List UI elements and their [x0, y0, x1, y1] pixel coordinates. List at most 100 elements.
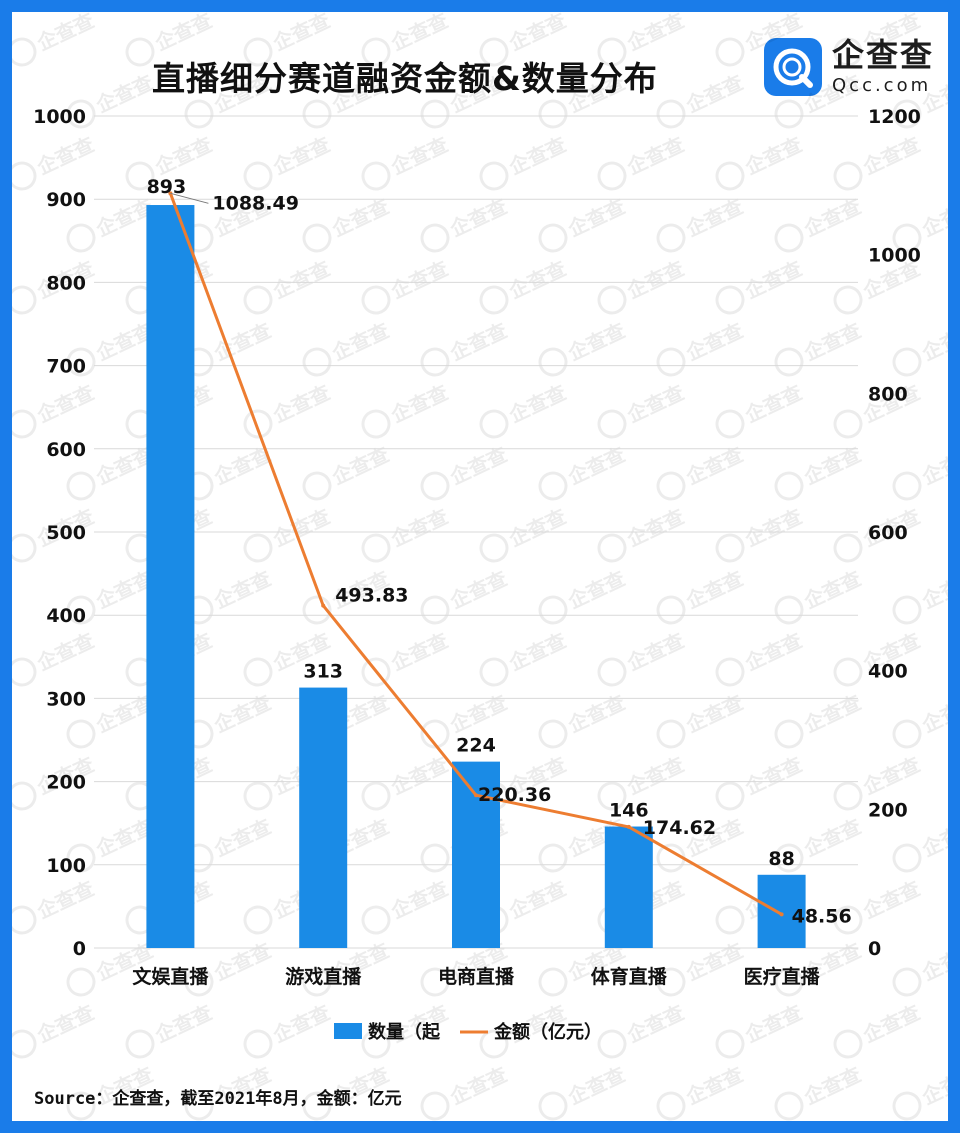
watermark-ring: [833, 533, 863, 563]
watermark-icon: 企查查: [420, 442, 511, 501]
watermark-ring: [243, 161, 273, 191]
category-axis-labels: 文娱直播 游戏直播 电商直播 体育直播 医疗直播: [132, 965, 820, 988]
watermark-icon: 企查查: [715, 132, 806, 191]
left-tick-label: 1000: [33, 106, 86, 128]
watermark-icon: 企查查: [12, 132, 98, 191]
watermark-ring: [66, 223, 96, 253]
left-tick-label: 0: [73, 938, 86, 960]
watermark-text: 企查查: [32, 628, 97, 676]
watermark-text: 企查查: [622, 12, 687, 56]
watermark-text: 企查查: [268, 380, 333, 428]
category-label: 体育直播: [591, 965, 668, 988]
watermark-text: 企查查: [799, 1062, 864, 1110]
watermark-ring: [538, 719, 568, 749]
watermark-ring: [715, 409, 745, 439]
watermark-ring: [125, 1029, 155, 1059]
watermark-text: 企查查: [268, 1000, 333, 1048]
watermark-text: 企查查: [799, 566, 864, 614]
watermark-ring: [12, 285, 37, 315]
left-tick-label: 100: [46, 855, 86, 877]
watermark-ring: [302, 1091, 332, 1121]
watermark-icon: 企查查: [12, 876, 98, 935]
watermark-icon: 企查查: [656, 318, 747, 377]
watermark-ring: [892, 99, 922, 129]
watermark-ring: [715, 657, 745, 687]
watermark-ring: [833, 905, 863, 935]
watermark-icon: 企查查: [184, 814, 275, 873]
watermark-icon: 企查查: [479, 504, 570, 563]
watermark-ring: [12, 657, 37, 687]
watermark-icon: 企查查: [892, 938, 948, 997]
watermark-ring: [715, 781, 745, 811]
watermark-text: 企查查: [32, 12, 97, 56]
watermark-icon: 企查查: [479, 380, 570, 439]
watermark-text: 企查查: [740, 504, 805, 552]
watermark-icon: 企查查: [243, 12, 334, 67]
data-labels: 893 313 224 146 88 1088.49 493.83 220.36 174.62 4…: [147, 176, 852, 927]
watermark-icon: 企查查: [538, 194, 629, 253]
bar-value-label: 146: [609, 800, 649, 822]
watermark-ring: [715, 285, 745, 315]
watermark-ring: [420, 471, 450, 501]
watermark-icon: 企查查: [656, 194, 747, 253]
watermark-icon: 企查查: [656, 566, 747, 625]
watermark-ring: [774, 719, 804, 749]
watermark-icon: 企查查: [361, 12, 452, 67]
watermark-icon: 企查查: [420, 566, 511, 625]
watermark-icon: 企查查: [597, 1000, 688, 1059]
watermark-ring: [66, 1091, 96, 1121]
watermark-icon: 企查查: [892, 566, 948, 625]
watermark-icon: 企查查: [420, 194, 511, 253]
bar: [604, 826, 653, 948]
watermark-text: 企查查: [445, 194, 510, 242]
watermark-ring: [243, 781, 273, 811]
watermark-ring: [243, 533, 273, 563]
watermark-icon: 企查查: [420, 1062, 511, 1121]
watermark-icon: 企查查: [243, 132, 334, 191]
watermark-ring: [774, 843, 804, 873]
watermark-ring: [833, 37, 863, 67]
watermark-ring: [479, 533, 509, 563]
watermark-ring: [597, 1029, 627, 1059]
watermark-text: 企查查: [622, 380, 687, 428]
watermark-text: 企查查: [681, 938, 746, 986]
watermark-text: 企查查: [386, 752, 451, 800]
watermark-ring: [420, 719, 450, 749]
watermark-text: 企查查: [386, 380, 451, 428]
watermark-ring: [774, 967, 804, 997]
watermark-text: 企查查: [681, 566, 746, 614]
watermark-ring: [892, 595, 922, 625]
watermark-text: 企查查: [740, 752, 805, 800]
bar-value-label: 88: [768, 848, 794, 870]
watermark-ring: [538, 1091, 568, 1121]
watermark-ring: [243, 285, 273, 315]
watermark-text: 企查查: [504, 628, 569, 676]
watermark-text: 企查查: [386, 132, 451, 180]
watermark-icon: 企查查: [715, 380, 806, 439]
watermark-ring: [361, 533, 391, 563]
watermark-ring: [420, 843, 450, 873]
left-tick-label: 200: [46, 772, 86, 794]
watermark-icon: 企查查: [774, 442, 865, 501]
watermark-ring: [833, 1029, 863, 1059]
watermark-text: 企查查: [268, 256, 333, 304]
watermark-icon: 企查查: [361, 132, 452, 191]
category-label: 文娱直播: [132, 965, 209, 988]
watermark-icon: 企查查: [243, 1000, 334, 1059]
watermark-ring: [361, 409, 391, 439]
watermark-text: 企查查: [504, 12, 569, 56]
watermark-ring: [892, 843, 922, 873]
watermark-ring: [420, 967, 450, 997]
watermark-text: 企查查: [622, 628, 687, 676]
watermark-ring: [420, 347, 450, 377]
watermark-ring: [597, 409, 627, 439]
watermark-ring: [184, 1091, 214, 1121]
watermark-icon: 企查查: [361, 752, 452, 811]
watermark-icon: 企查查: [892, 690, 948, 749]
watermark-text: 企查查: [858, 1000, 923, 1048]
watermark-icon: 企查查: [833, 12, 924, 67]
watermark-text: 企查查: [445, 1062, 510, 1110]
watermark-text: 企查查: [32, 132, 97, 180]
watermark-icon: 企查查: [479, 628, 570, 687]
watermark-text: 企查查: [740, 132, 805, 180]
